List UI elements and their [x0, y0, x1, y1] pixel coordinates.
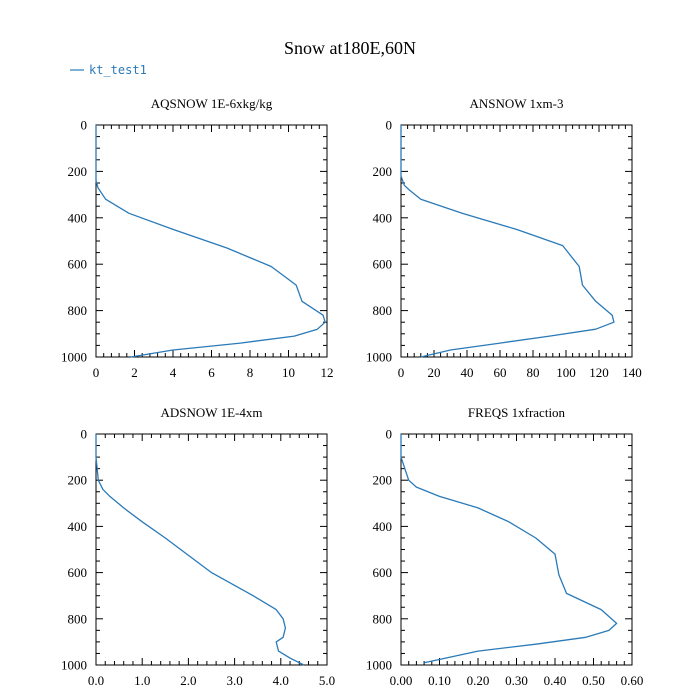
- x-tick-label: 40: [461, 365, 474, 380]
- x-tick-label: 10: [282, 365, 295, 380]
- y-tick-label: 200: [68, 164, 88, 179]
- x-tick-label: 0.10: [428, 673, 451, 688]
- panel-4: FREQS 1xfraction 0.00 0.10 0.20 0.30 0.40 0.50…: [366, 405, 643, 688]
- x-tick-label: 0.00: [390, 673, 413, 688]
- y-tick-label: 800: [68, 303, 88, 318]
- x-tick-label: 1.0: [134, 673, 150, 688]
- y-tick-label: 400: [373, 519, 393, 534]
- y-tick-label: 600: [373, 565, 393, 580]
- panel-title: AQSNOW 1E-6xkg/kg: [151, 96, 273, 111]
- y-tick-label: 1000: [61, 658, 87, 673]
- x-tick-label: 100: [556, 365, 576, 380]
- y-tick-label: 1000: [61, 350, 87, 365]
- plot-frame: [400, 433, 633, 666]
- y-tick-label: 200: [68, 473, 88, 488]
- panel-title: FREQS 1xfraction: [468, 405, 566, 420]
- x-tick-label: 120: [589, 365, 609, 380]
- x-tick-label: 60: [494, 365, 507, 380]
- x-tick-label: 0.50: [582, 673, 605, 688]
- series-line-1: [95, 125, 326, 358]
- x-tick-label: 3.0: [226, 673, 242, 688]
- y-tick-label: 0: [81, 427, 88, 442]
- y-tick-label: 800: [68, 611, 88, 626]
- x-tick-label: 0.30: [505, 673, 528, 688]
- x-tick-label: 0.0: [88, 673, 104, 688]
- x-tick-label: 80: [527, 365, 540, 380]
- y-tick-label: 0: [386, 118, 393, 133]
- y-tick-label: 800: [373, 303, 393, 318]
- panel-3: ADSNOW 1E-4xm 0.0 1.0 2.0 3.0 4.0 5.0 0 200 400 60…: [61, 405, 335, 688]
- y-tick-label: 800: [373, 611, 393, 626]
- figure-title: Snow at180E,60N: [284, 38, 416, 58]
- y-tick-label: 1000: [366, 350, 392, 365]
- x-tick-label: 0: [93, 365, 100, 380]
- x-tick-label: 4: [170, 365, 177, 380]
- x-tick-label: 0.40: [544, 673, 567, 688]
- legend: kt_test1: [70, 63, 147, 77]
- plot-frame: [95, 124, 328, 358]
- x-tick-label: 0.60: [621, 673, 644, 688]
- y-tick-label: 400: [68, 519, 88, 534]
- y-tick-label: 0: [81, 118, 88, 133]
- series-line-1: [400, 125, 615, 358]
- y-tick-label: 600: [68, 257, 88, 272]
- x-tick-label: 2.0: [180, 673, 196, 688]
- y-tick-label: 0: [386, 427, 393, 442]
- plot-frame: [400, 124, 633, 358]
- x-tick-label: 2: [131, 365, 138, 380]
- x-tick-label: 4.0: [273, 673, 289, 688]
- x-tick-label: 20: [428, 365, 441, 380]
- x-tick-label: 5.0: [319, 673, 335, 688]
- y-tick-label: 600: [68, 565, 88, 580]
- x-tick-label: 8: [247, 365, 254, 380]
- panel-title: ADSNOW 1E-4xm: [161, 405, 263, 420]
- x-tick-label: 12: [321, 365, 334, 380]
- y-tick-label: 1000: [366, 658, 392, 673]
- panel-1: AQSNOW 1E-6xkg/kg 0 2 4 6 8 10 12 0 200 400 600 800 1…: [61, 96, 334, 380]
- x-tick-label: 0: [398, 365, 405, 380]
- x-tick-label: 0.20: [467, 673, 490, 688]
- y-tick-label: 400: [68, 210, 88, 225]
- y-tick-label: 200: [373, 473, 393, 488]
- legend-label: kt_test1: [89, 63, 147, 77]
- y-tick-label: 400: [373, 210, 393, 225]
- y-tick-label: 200: [373, 164, 393, 179]
- panel-2: ANSNOW 1xm-3 0 20 40 60 80 100 120 140 0 200 400 600…: [366, 96, 642, 380]
- x-tick-label: 140: [622, 365, 642, 380]
- plot-frame: [95, 433, 328, 666]
- series-line-1: [95, 434, 305, 666]
- series-line-1: [400, 434, 618, 664]
- x-tick-label: 6: [208, 365, 215, 380]
- y-tick-label: 600: [373, 257, 393, 272]
- panel-title: ANSNOW 1xm-3: [469, 96, 563, 111]
